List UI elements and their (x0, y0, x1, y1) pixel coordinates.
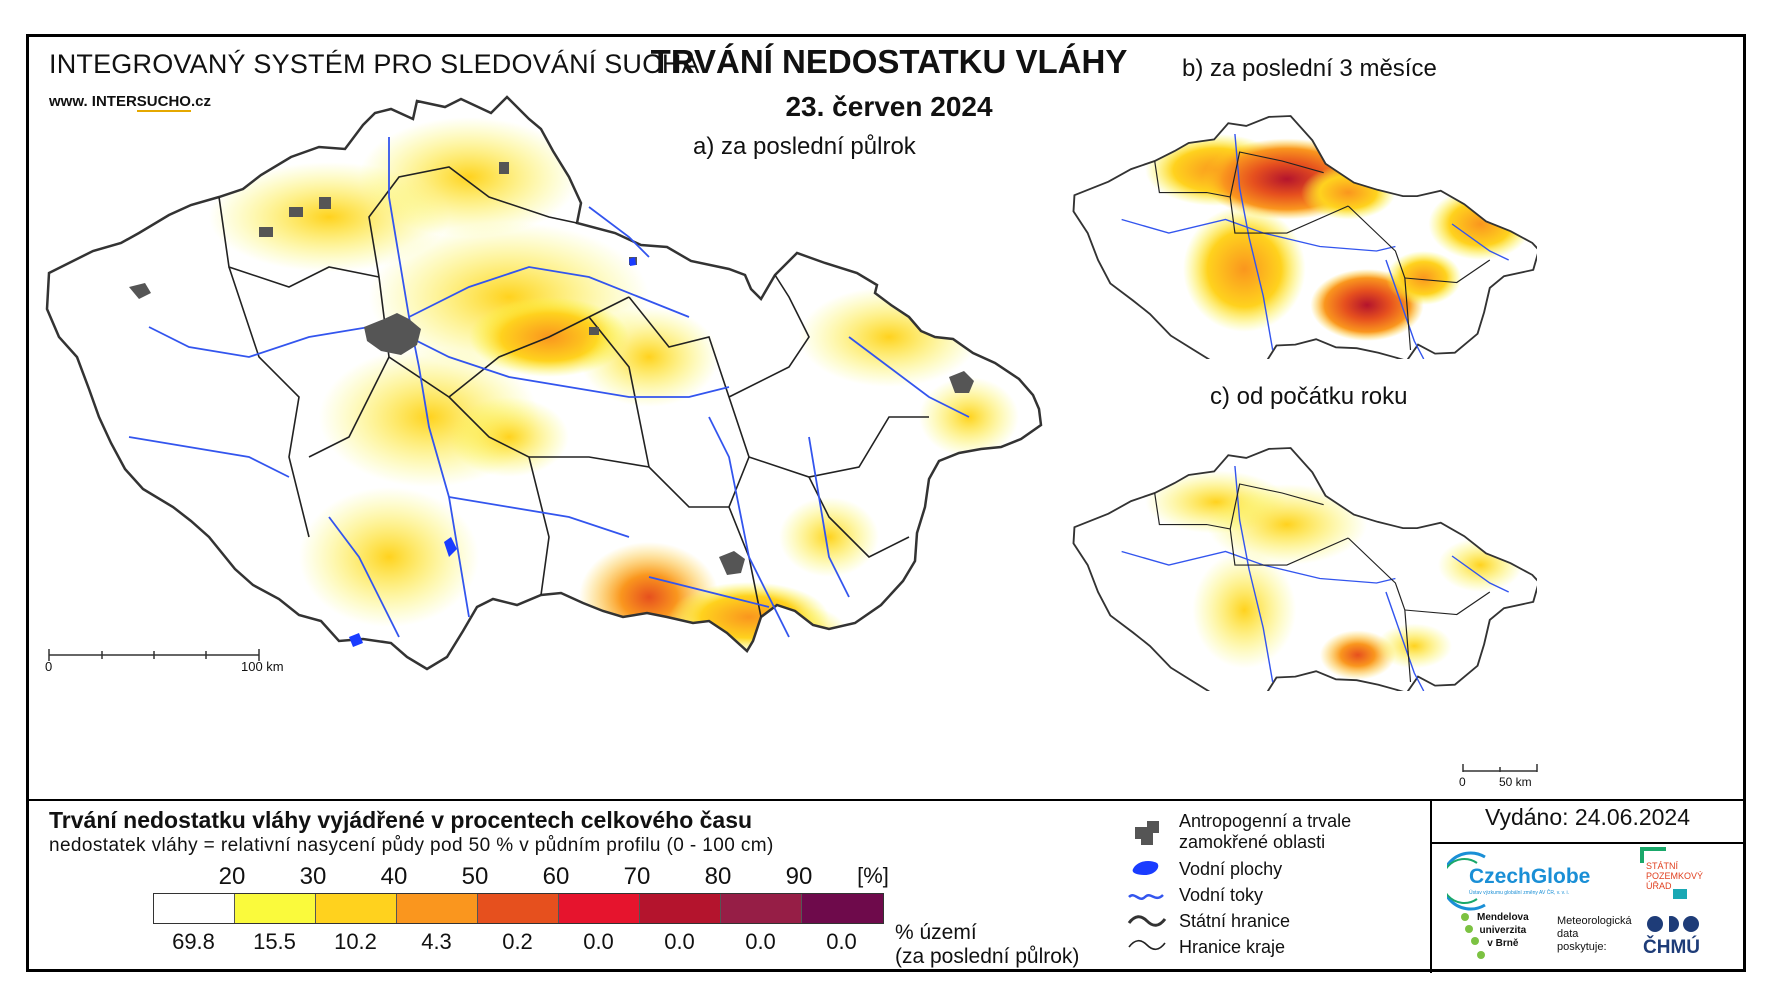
scalebar-small-end: 50 km (1499, 775, 1532, 789)
legend-title: Trvání nedostatku vláhy vyjádřené v proc… (49, 807, 753, 833)
website-link[interactable]: www. INTERSUCHO.cz (49, 93, 211, 112)
region-borders (218, 166, 929, 618)
legend-area-label-2: (za poslední půlrok) (895, 945, 1080, 968)
legend-tick: 90 (785, 863, 813, 890)
legend-area-value: 0.0 (583, 929, 614, 954)
legend-swatch (316, 894, 397, 923)
mendel-logo-icon (1461, 913, 1485, 959)
meteo-credit-line-2: data (1557, 928, 1579, 940)
spu-logo: STÁTNÍ POZEMKOVÝ ÚŘAD (1646, 861, 1703, 891)
legend-swatch (559, 894, 640, 923)
spu-logo-square-icon (1673, 889, 1687, 899)
river-key-label: Vodní toky (1179, 885, 1264, 905)
legend-swatch (640, 894, 721, 923)
legend-swatch (235, 894, 316, 923)
state-border-key-icon (1127, 915, 1167, 927)
legend-tick: 60 (542, 863, 570, 890)
spu-logo-line-2: POZEMKOVÝ (1646, 871, 1704, 881)
small-map-b (1072, 115, 1537, 359)
system-title: INTEGROVANÝ SYSTÉM PRO SLEDOVÁNÍ SUCHA (49, 49, 700, 79)
legend-tick: 40 (380, 863, 408, 890)
rivers (128, 137, 970, 638)
legend-tick: 20 (218, 863, 246, 890)
legend-area-caption: % území (za poslední půlrok) (895, 921, 1079, 969)
mendel-logo: Mendelova univerzita v Brně (1477, 911, 1529, 950)
map-frame: INTEGROVANÝ SYSTÉM PRO SLEDOVÁNÍ SUCHA w… (26, 34, 1746, 973)
legend-tick: 70 (623, 863, 651, 890)
water-bodies (349, 257, 636, 647)
scalebar-main-end: 100 km (241, 659, 284, 674)
legend-area-value: 4.3 (421, 929, 452, 954)
scalebar-small-start: 0 (1459, 775, 1466, 789)
spu-logo-line-1: STÁTNÍ (1646, 861, 1679, 871)
issued-date: Vydáno: 24.06.2024 (1484, 804, 1691, 830)
legend-unit: [%] (857, 863, 889, 888)
water-key-icon (1132, 861, 1159, 875)
main-map-a (45, 95, 1043, 671)
mendel-logo-line-2: univerzita (1479, 925, 1527, 936)
meteo-credit-line-1: Meteorologická (1557, 915, 1632, 927)
legend-swatch (721, 894, 802, 923)
website-suffix: .cz (190, 93, 211, 110)
spu-logo-icon (1640, 847, 1666, 863)
logo-divider (1430, 801, 1432, 973)
panel-label-c: c) od počátku roku (1210, 383, 1408, 410)
czechglobe-logo-icon (1447, 851, 1486, 911)
state-border (45, 95, 1043, 671)
chmu-logo: ČHMÚ (1643, 937, 1700, 958)
legend-divider (29, 799, 1743, 801)
spu-logo-line-3: ÚŘAD (1646, 881, 1672, 891)
legend-tick: 50 (461, 863, 489, 890)
issued-divider (1432, 842, 1743, 844)
legend-tick: 80 (704, 863, 732, 890)
legend-area-value: 0.0 (745, 929, 776, 954)
czechglobe-logo: CzechGlobe (1469, 865, 1591, 888)
website-prefix: www. INTER (49, 93, 137, 110)
map-key-symbols (1127, 821, 1167, 951)
legend-subtitle: nedostatek vláhy = relativní nasycení pů… (49, 835, 774, 856)
scalebar-main-start: 0 (45, 659, 53, 674)
legend-swatch (154, 894, 235, 923)
page-title: TRVÁNÍ NEDOSTATKU VLÁHY (650, 43, 1128, 80)
scalebar-main (48, 649, 260, 661)
legend-tick: 30 (299, 863, 327, 890)
urban-areas (129, 162, 974, 575)
legend-swatch (397, 894, 478, 923)
legend-area-value: 0.0 (826, 929, 857, 954)
mendel-logo-line-1: Mendelova (1477, 912, 1529, 923)
river-key-icon (1128, 894, 1164, 900)
chmu-logo-icon (1647, 916, 1699, 932)
page-date: 23. červen 2024 (785, 91, 993, 122)
scalebar-small (1462, 764, 1538, 772)
legend-color-bar (153, 893, 884, 924)
urban-key-label: Antropogenní a trvale (1179, 811, 1352, 831)
urban-key-label-2: zamokřené oblasti (1179, 832, 1326, 852)
urban-key-icon (1135, 821, 1159, 845)
panel-label-a: a) za poslední půlrok (693, 133, 916, 160)
legend-area-value: 15.5 (253, 929, 296, 954)
legend-area-value: 0.2 (502, 929, 533, 954)
meteo-data-credit: Meteorologická data poskytuje: (1557, 915, 1632, 954)
small-map-c (1072, 447, 1537, 691)
panel-label-b: b) za poslední 3 měsíce (1182, 55, 1437, 82)
legend-swatch (802, 894, 883, 923)
legend-swatch (478, 894, 559, 923)
czechglobe-subtitle: Ústav výzkumu globální změny AV ČR, v. v… (1469, 890, 1570, 896)
legend-area-value: 10.2 (334, 929, 377, 954)
website-brand: SUCHO (136, 93, 191, 112)
legend-area-label-1: % území (895, 921, 977, 944)
legend-area-value: 0.0 (664, 929, 695, 954)
meteo-credit-line-3: poskytuje: (1557, 941, 1607, 953)
water-key-label: Vodní plochy (1179, 859, 1283, 879)
legend-area-value: 69.8 (172, 929, 215, 954)
state-border-key-label: Státní hranice (1179, 911, 1291, 931)
region-border-key-label: Hranice kraje (1179, 937, 1286, 957)
mendel-logo-line-3: v Brně (1487, 938, 1519, 949)
region-border-key-icon (1128, 939, 1166, 951)
